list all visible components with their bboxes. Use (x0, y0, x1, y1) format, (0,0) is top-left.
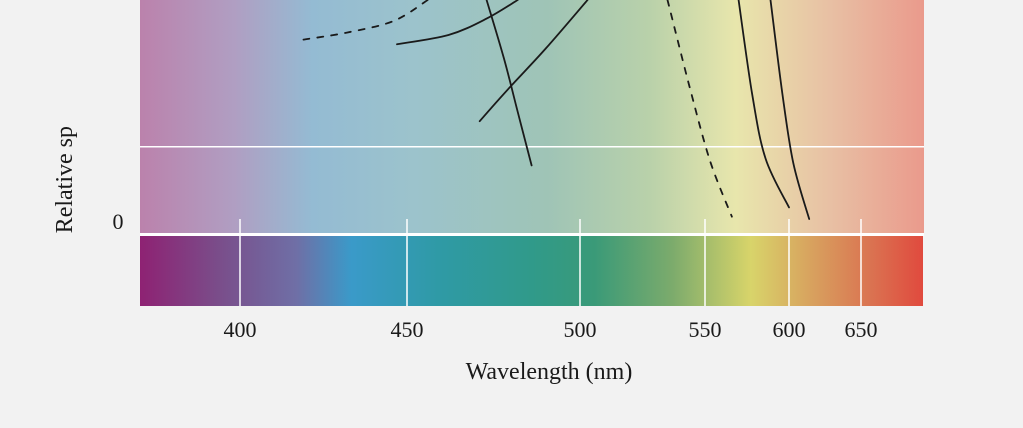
x-tick-labels: 400 450 500 550 600 650 (224, 317, 878, 342)
spectral-curves (302, 0, 811, 220)
curve-3 (478, 0, 589, 123)
x-tick-label-600: 600 (773, 317, 806, 342)
visible-spectrum-bar (140, 236, 923, 306)
x-axis-label: Wavelength (nm) (466, 359, 633, 385)
curve-5 (737, 0, 790, 209)
x-tick-label-450: 450 (391, 317, 424, 342)
y-tick-label-zero: 0 (113, 209, 124, 234)
curve-1 (396, 0, 519, 46)
x-tick-marks (239, 219, 862, 306)
curve-6 (769, 0, 811, 220)
x-tick-label-400: 400 (224, 317, 257, 342)
y-axis-label: Relative sp (52, 126, 78, 233)
x-tick-label-550: 550 (689, 317, 722, 342)
horizontal-gridlines (140, 146, 924, 236)
curve-0 (302, 0, 429, 41)
x-tick-label-500: 500 (564, 317, 597, 342)
x-tick-label-650: 650 (845, 317, 878, 342)
curve-4 (666, 0, 733, 218)
plot-background-gradient (140, 0, 924, 233)
